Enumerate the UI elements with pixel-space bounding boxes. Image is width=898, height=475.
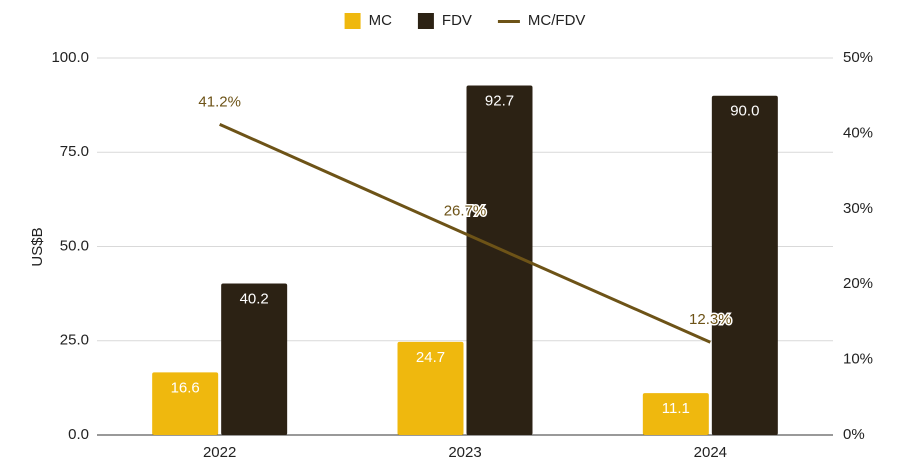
y-tick-label: 75.0: [60, 143, 89, 160]
bar-data-label: 90.0: [730, 103, 759, 120]
legend-swatch: [344, 13, 361, 29]
bar-data-label: 16.6: [171, 379, 200, 396]
y2-tick-label: 20%: [843, 275, 873, 292]
y2-tick-label: 30%: [843, 200, 873, 217]
y-tick-label: 100.0: [51, 49, 89, 66]
line-data-label: 26.7%: [444, 203, 487, 220]
bar-data-label: 92.7: [485, 92, 514, 109]
line-series: [219, 122, 711, 344]
line-data-label: 41.2%: [198, 93, 241, 110]
y-tick-label: 50.0: [60, 237, 89, 254]
y-tick-label: 0.0: [68, 426, 89, 443]
y-tick-label: 25.0: [60, 332, 89, 349]
y2-tick-label: 0%: [843, 426, 865, 443]
legend-label: MC: [369, 12, 392, 29]
bar: [642, 393, 709, 435]
bar-data-label: 40.2: [240, 290, 269, 307]
bar: [152, 372, 219, 435]
x-tick-label: 2022: [203, 444, 236, 461]
legend-label: MC/FDV: [528, 12, 586, 29]
legend-label: FDV: [442, 12, 472, 29]
bar-data-label: 24.7: [416, 349, 445, 366]
line-data-label: 12.3%: [689, 311, 732, 328]
y-axis-label: US$B: [29, 227, 46, 266]
y2-tick-label: 50%: [843, 49, 873, 66]
x-tick-label: 2024: [694, 444, 727, 461]
y2-tick-label: 40%: [843, 124, 873, 141]
bar: [221, 283, 288, 435]
legend: MC FDV MC/FDV: [344, 12, 586, 29]
y2-tick-label: 10%: [843, 351, 873, 368]
bar-data-label: 11.1: [662, 400, 690, 417]
legend-swatch: [497, 20, 520, 23]
bar: [397, 341, 464, 435]
x-tick-label: 2023: [448, 444, 481, 461]
legend-swatch: [417, 13, 434, 29]
bar: [711, 95, 778, 435]
bar: [466, 85, 533, 435]
